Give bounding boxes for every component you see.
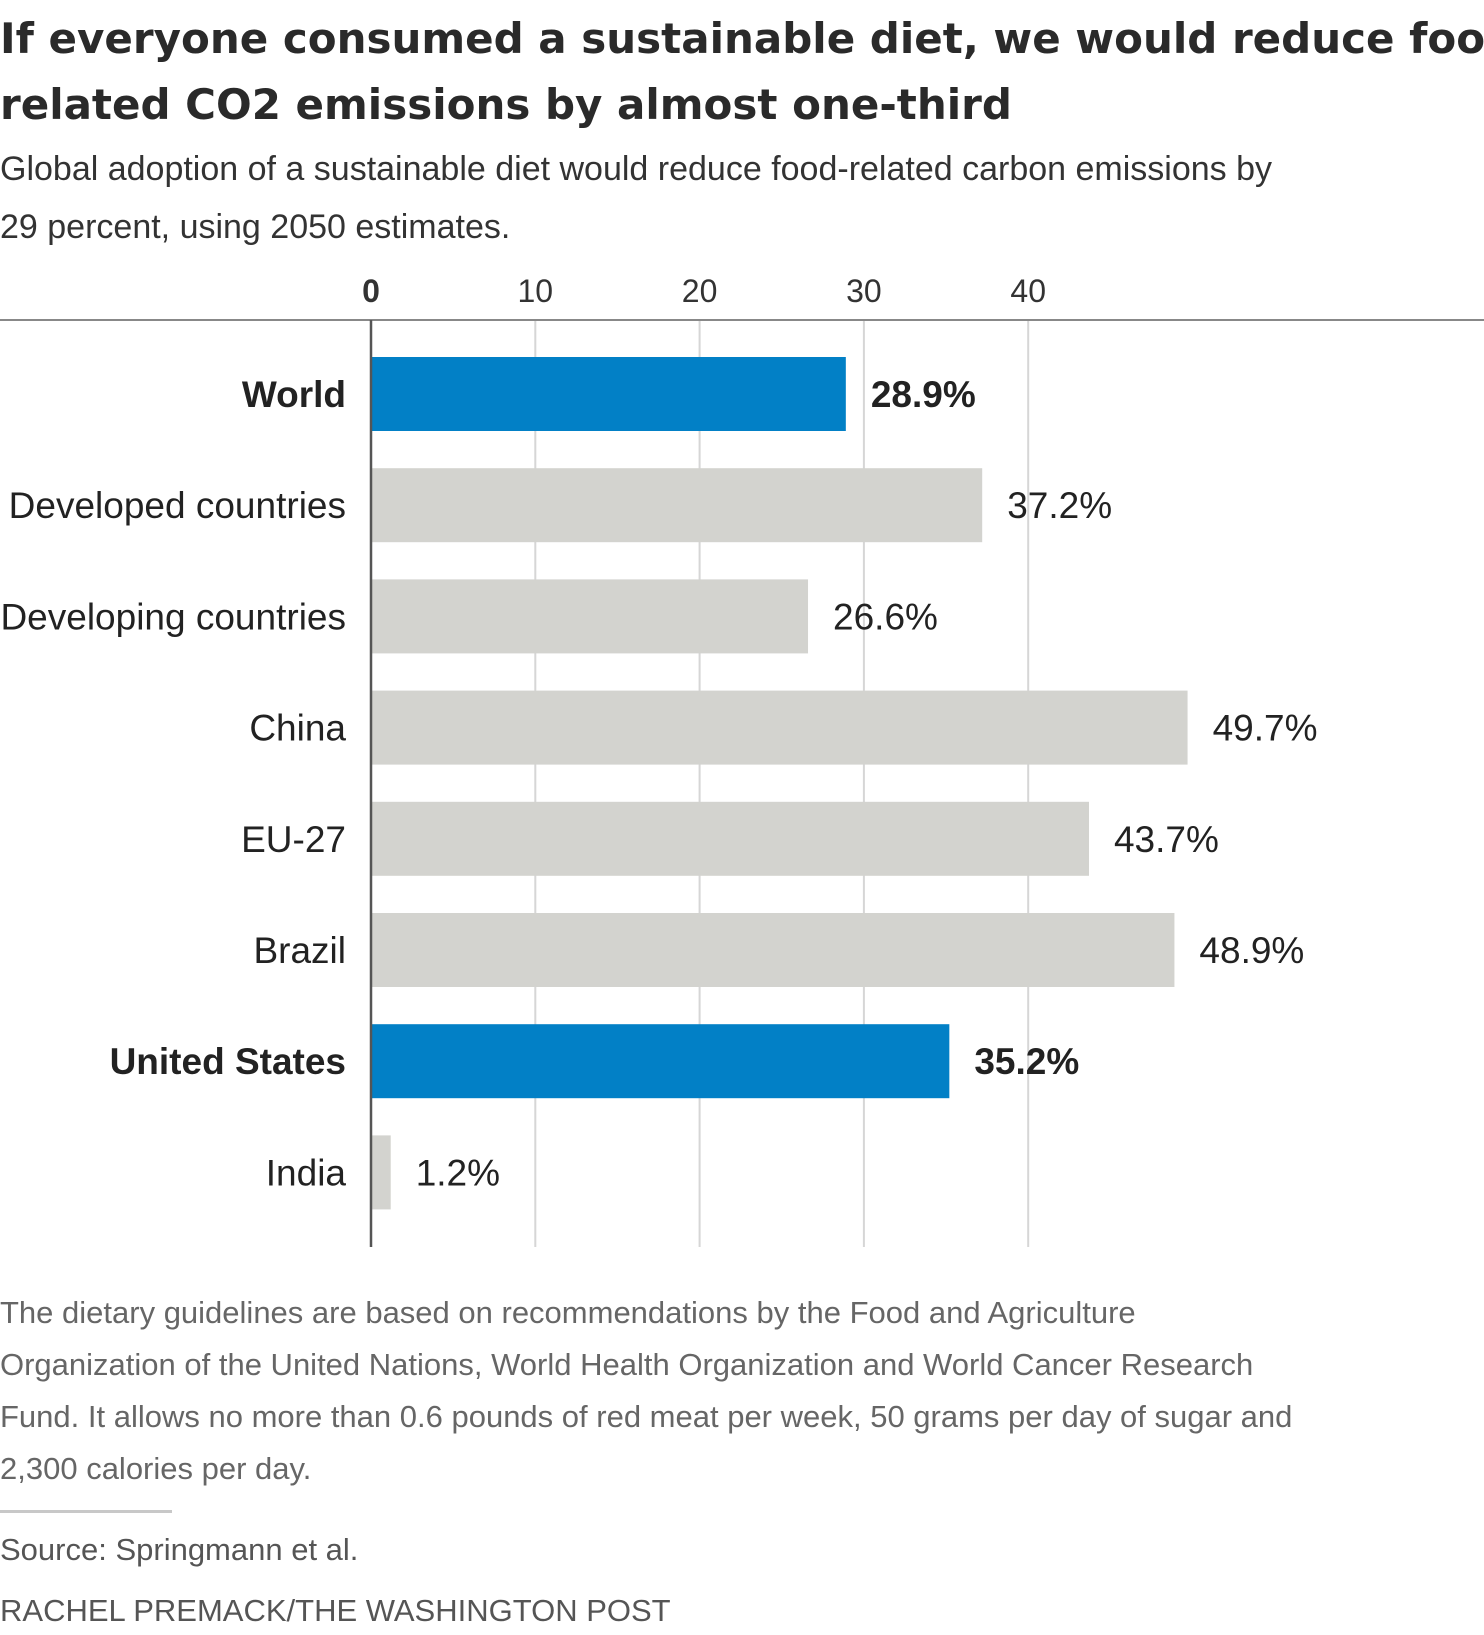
x-tick-labels: 0 10 20 30 40 xyxy=(362,273,1046,309)
category-labels: World Developed countries Developing count… xyxy=(0,374,346,1193)
value-label: 28.9% xyxy=(871,374,976,415)
value-label: 48.9% xyxy=(1199,930,1304,971)
category-label: India xyxy=(266,1152,347,1193)
value-label: 26.6% xyxy=(833,596,938,637)
axes xyxy=(0,319,1484,1247)
x-tick-label-30: 30 xyxy=(846,273,882,309)
credit-line: RACHEL PREMACK/THE WASHINGTON POST xyxy=(0,1593,671,1628)
source-note: Source: Springmann et al. xyxy=(0,1532,359,1567)
bar-developed-countries xyxy=(372,468,983,543)
footnote: The dietary guidelines are based on reco… xyxy=(0,1287,1484,1495)
chart-subtitle-line-2: 29 percent, using 2050 estimates. xyxy=(0,208,511,246)
x-tick-label-0: 0 xyxy=(362,273,380,309)
x-tick-label-20: 20 xyxy=(682,273,718,309)
value-label: 43.7% xyxy=(1114,819,1219,860)
value-label: 37.2% xyxy=(1007,485,1112,526)
category-label: World xyxy=(242,374,346,415)
chart-title: If everyone consumed a sustainable diet,… xyxy=(0,6,1484,138)
footnote-line-1: The dietary guidelines are based on reco… xyxy=(0,1295,1136,1330)
bar-world xyxy=(372,357,846,431)
x-tick-label-40: 40 xyxy=(1010,273,1046,309)
chart-subtitle-line-1: Global adoption of a sustainable diet wo… xyxy=(0,150,1273,188)
chart-subtitle: Global adoption of a sustainable diet wo… xyxy=(0,140,1470,256)
bar-eu-27 xyxy=(372,801,1089,876)
chart-title-line-2: related CO2 emissions by almost one-thir… xyxy=(0,80,1012,129)
bar-chart: 0 10 20 30 40 World Developed countries Develo… xyxy=(0,273,1484,1247)
footnote-line-3: Fund. It allows no more than 0.6 pounds … xyxy=(0,1399,1293,1434)
category-label: China xyxy=(249,708,346,749)
bar-brazil xyxy=(372,913,1175,987)
bar-united-states xyxy=(372,1024,950,1099)
value-label: 35.2% xyxy=(974,1041,1079,1082)
bar-china xyxy=(372,690,1188,765)
value-label: 1.2% xyxy=(416,1152,500,1193)
bar-developing-countries xyxy=(372,579,809,654)
gridlines xyxy=(534,320,1030,1247)
footnote-line-2: Organization of the United Nations, Worl… xyxy=(0,1347,1254,1382)
category-label: EU-27 xyxy=(241,819,346,860)
footnote-line-4: 2,300 calories per day. xyxy=(0,1451,312,1486)
category-label: United States xyxy=(110,1041,346,1082)
category-label: Developing countries xyxy=(0,596,346,637)
category-label: Brazil xyxy=(253,930,346,971)
bars xyxy=(372,357,1188,1210)
bar-india xyxy=(372,1135,391,1210)
footer-divider xyxy=(0,1510,172,1513)
value-labels: 28.9% 37.2% 26.6% 49.7% 43.7% 48.9% 35.2% 1.2% xyxy=(416,374,1318,1193)
category-label: Developed countries xyxy=(9,485,346,526)
value-label: 49.7% xyxy=(1213,708,1318,749)
x-tick-label-10: 10 xyxy=(518,273,554,309)
chart-title-line-1: If everyone consumed a sustainable diet,… xyxy=(0,14,1484,63)
